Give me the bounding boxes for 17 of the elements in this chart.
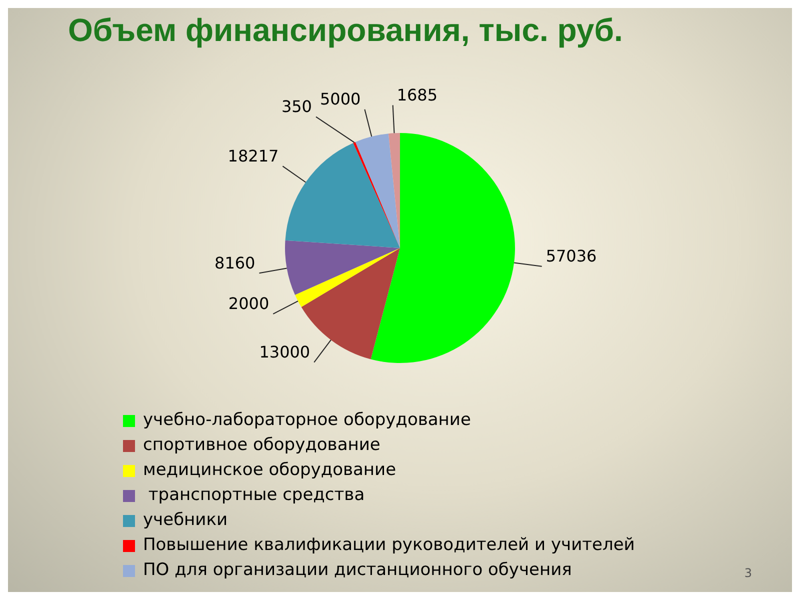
legend-label: Повышение квалификации руководителей и учителей xyxy=(143,534,635,557)
chart-title: Объем финансирования, тыс. руб. xyxy=(68,12,623,49)
legend-label: медицинское оборудование xyxy=(143,459,396,482)
data-label: 1685 xyxy=(396,85,438,104)
legend-label: спортивное оборудование xyxy=(143,434,380,457)
data-label: 18217 xyxy=(228,146,279,166)
legend-label: ПО для организации дистанционного обучения xyxy=(143,559,572,582)
data-label: 2000 xyxy=(228,294,270,314)
legend-label: транспортные средства xyxy=(147,484,365,507)
legend-label: учебно-лабораторное оборудование xyxy=(143,409,471,432)
text: 3 xyxy=(744,566,752,580)
data-label: 57036 xyxy=(546,246,597,266)
legend-label: учебники xyxy=(143,509,228,532)
data-label: 5000 xyxy=(320,90,361,109)
data-label: 350 xyxy=(281,96,312,116)
data-label: 13000 xyxy=(259,342,310,362)
data-label: 8160 xyxy=(214,253,256,272)
